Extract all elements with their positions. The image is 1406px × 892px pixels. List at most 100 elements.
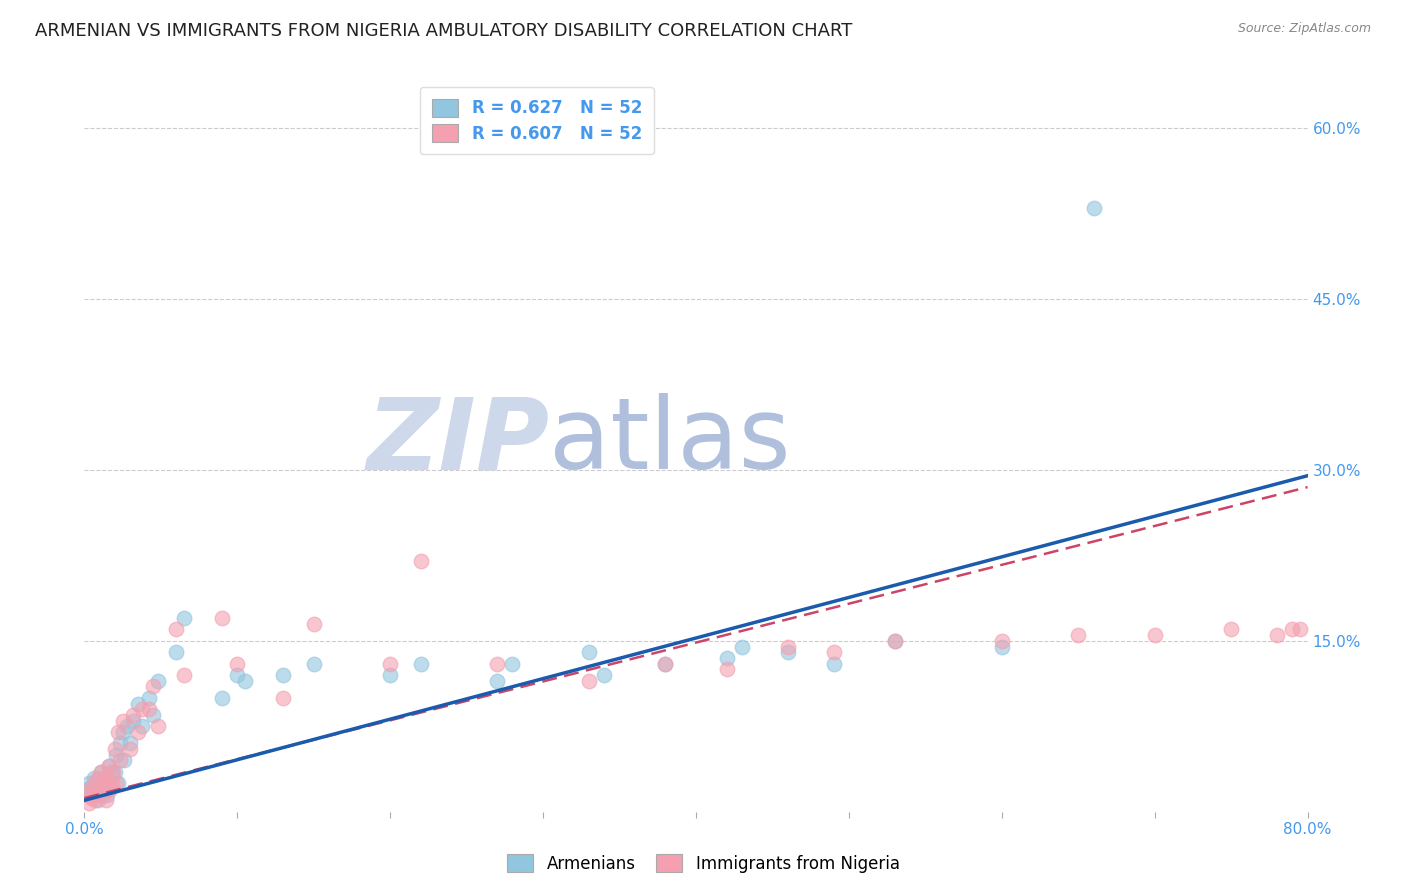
Point — [86, 772, 108, 787]
Point — [127, 725, 149, 739]
Point — [593, 668, 616, 682]
Point — [578, 673, 600, 688]
Point — [96, 771, 118, 785]
Point — [91, 788, 114, 802]
Point — [776, 645, 799, 659]
Point — [233, 673, 256, 688]
Point — [1289, 623, 1312, 637]
Point — [111, 725, 134, 739]
Point — [89, 776, 111, 790]
Point — [731, 640, 754, 654]
Point — [98, 781, 121, 796]
Point — [173, 668, 195, 682]
Point — [120, 736, 142, 750]
Point — [1281, 623, 1303, 637]
Point — [87, 771, 110, 785]
Point — [138, 690, 160, 705]
Point — [98, 776, 121, 790]
Point — [76, 788, 98, 802]
Point — [122, 707, 145, 722]
Point — [105, 776, 128, 790]
Point — [80, 791, 103, 805]
Point — [77, 776, 100, 790]
Point — [578, 645, 600, 659]
Point — [380, 657, 402, 671]
Point — [1265, 628, 1288, 642]
Legend: R = 0.627   N = 52, R = 0.607   N = 52: R = 0.627 N = 52, R = 0.607 N = 52 — [420, 87, 654, 154]
Point — [122, 714, 145, 728]
Point — [104, 742, 127, 756]
Point — [486, 657, 509, 671]
Point — [76, 781, 98, 796]
Point — [131, 719, 153, 733]
Point — [138, 702, 160, 716]
Point — [90, 764, 112, 779]
Point — [142, 707, 165, 722]
Point — [93, 784, 115, 798]
Point — [823, 645, 845, 659]
Point — [107, 725, 129, 739]
Point — [108, 736, 131, 750]
Text: atlas: atlas — [550, 393, 790, 490]
Point — [80, 780, 103, 794]
Point — [127, 697, 149, 711]
Point — [502, 657, 524, 671]
Point — [226, 668, 249, 682]
Point — [107, 776, 129, 790]
Point — [103, 764, 125, 779]
Point — [83, 776, 105, 790]
Point — [146, 719, 169, 733]
Point — [108, 754, 131, 768]
Point — [654, 657, 676, 671]
Point — [409, 554, 432, 568]
Point — [90, 764, 112, 779]
Point — [97, 759, 120, 773]
Point — [409, 657, 432, 671]
Point — [120, 742, 142, 756]
Point — [86, 784, 108, 798]
Point — [112, 754, 135, 768]
Point — [84, 788, 107, 802]
Point — [302, 616, 325, 631]
Point — [93, 776, 115, 790]
Point — [115, 719, 138, 733]
Point — [486, 673, 509, 688]
Point — [716, 662, 738, 676]
Point — [823, 657, 845, 671]
Point — [716, 651, 738, 665]
Point — [165, 645, 187, 659]
Point — [380, 668, 402, 682]
Point — [173, 611, 195, 625]
Point — [101, 764, 124, 779]
Point — [776, 640, 799, 654]
Point — [211, 611, 233, 625]
Legend: Armenians, Immigrants from Nigeria: Armenians, Immigrants from Nigeria — [501, 847, 905, 880]
Point — [146, 673, 169, 688]
Point — [83, 771, 105, 785]
Point — [883, 633, 905, 648]
Point — [94, 771, 117, 785]
Point — [96, 788, 118, 802]
Point — [89, 781, 111, 796]
Point — [1083, 201, 1105, 215]
Point — [302, 657, 325, 671]
Point — [991, 640, 1014, 654]
Point — [1143, 628, 1166, 642]
Point — [226, 657, 249, 671]
Point — [94, 793, 117, 807]
Point — [87, 793, 110, 807]
Point — [79, 784, 101, 798]
Point — [1067, 628, 1090, 642]
Point — [271, 690, 294, 705]
Point — [97, 759, 120, 773]
Text: ARMENIAN VS IMMIGRANTS FROM NIGERIA AMBULATORY DISABILITY CORRELATION CHART: ARMENIAN VS IMMIGRANTS FROM NIGERIA AMBU… — [35, 22, 852, 40]
Point — [1220, 623, 1243, 637]
Text: Source: ZipAtlas.com: Source: ZipAtlas.com — [1237, 22, 1371, 36]
Text: ZIP: ZIP — [366, 393, 550, 490]
Point — [131, 702, 153, 716]
Point — [211, 690, 233, 705]
Point — [165, 623, 187, 637]
Point — [101, 776, 124, 790]
Point — [991, 633, 1014, 648]
Point — [91, 781, 114, 796]
